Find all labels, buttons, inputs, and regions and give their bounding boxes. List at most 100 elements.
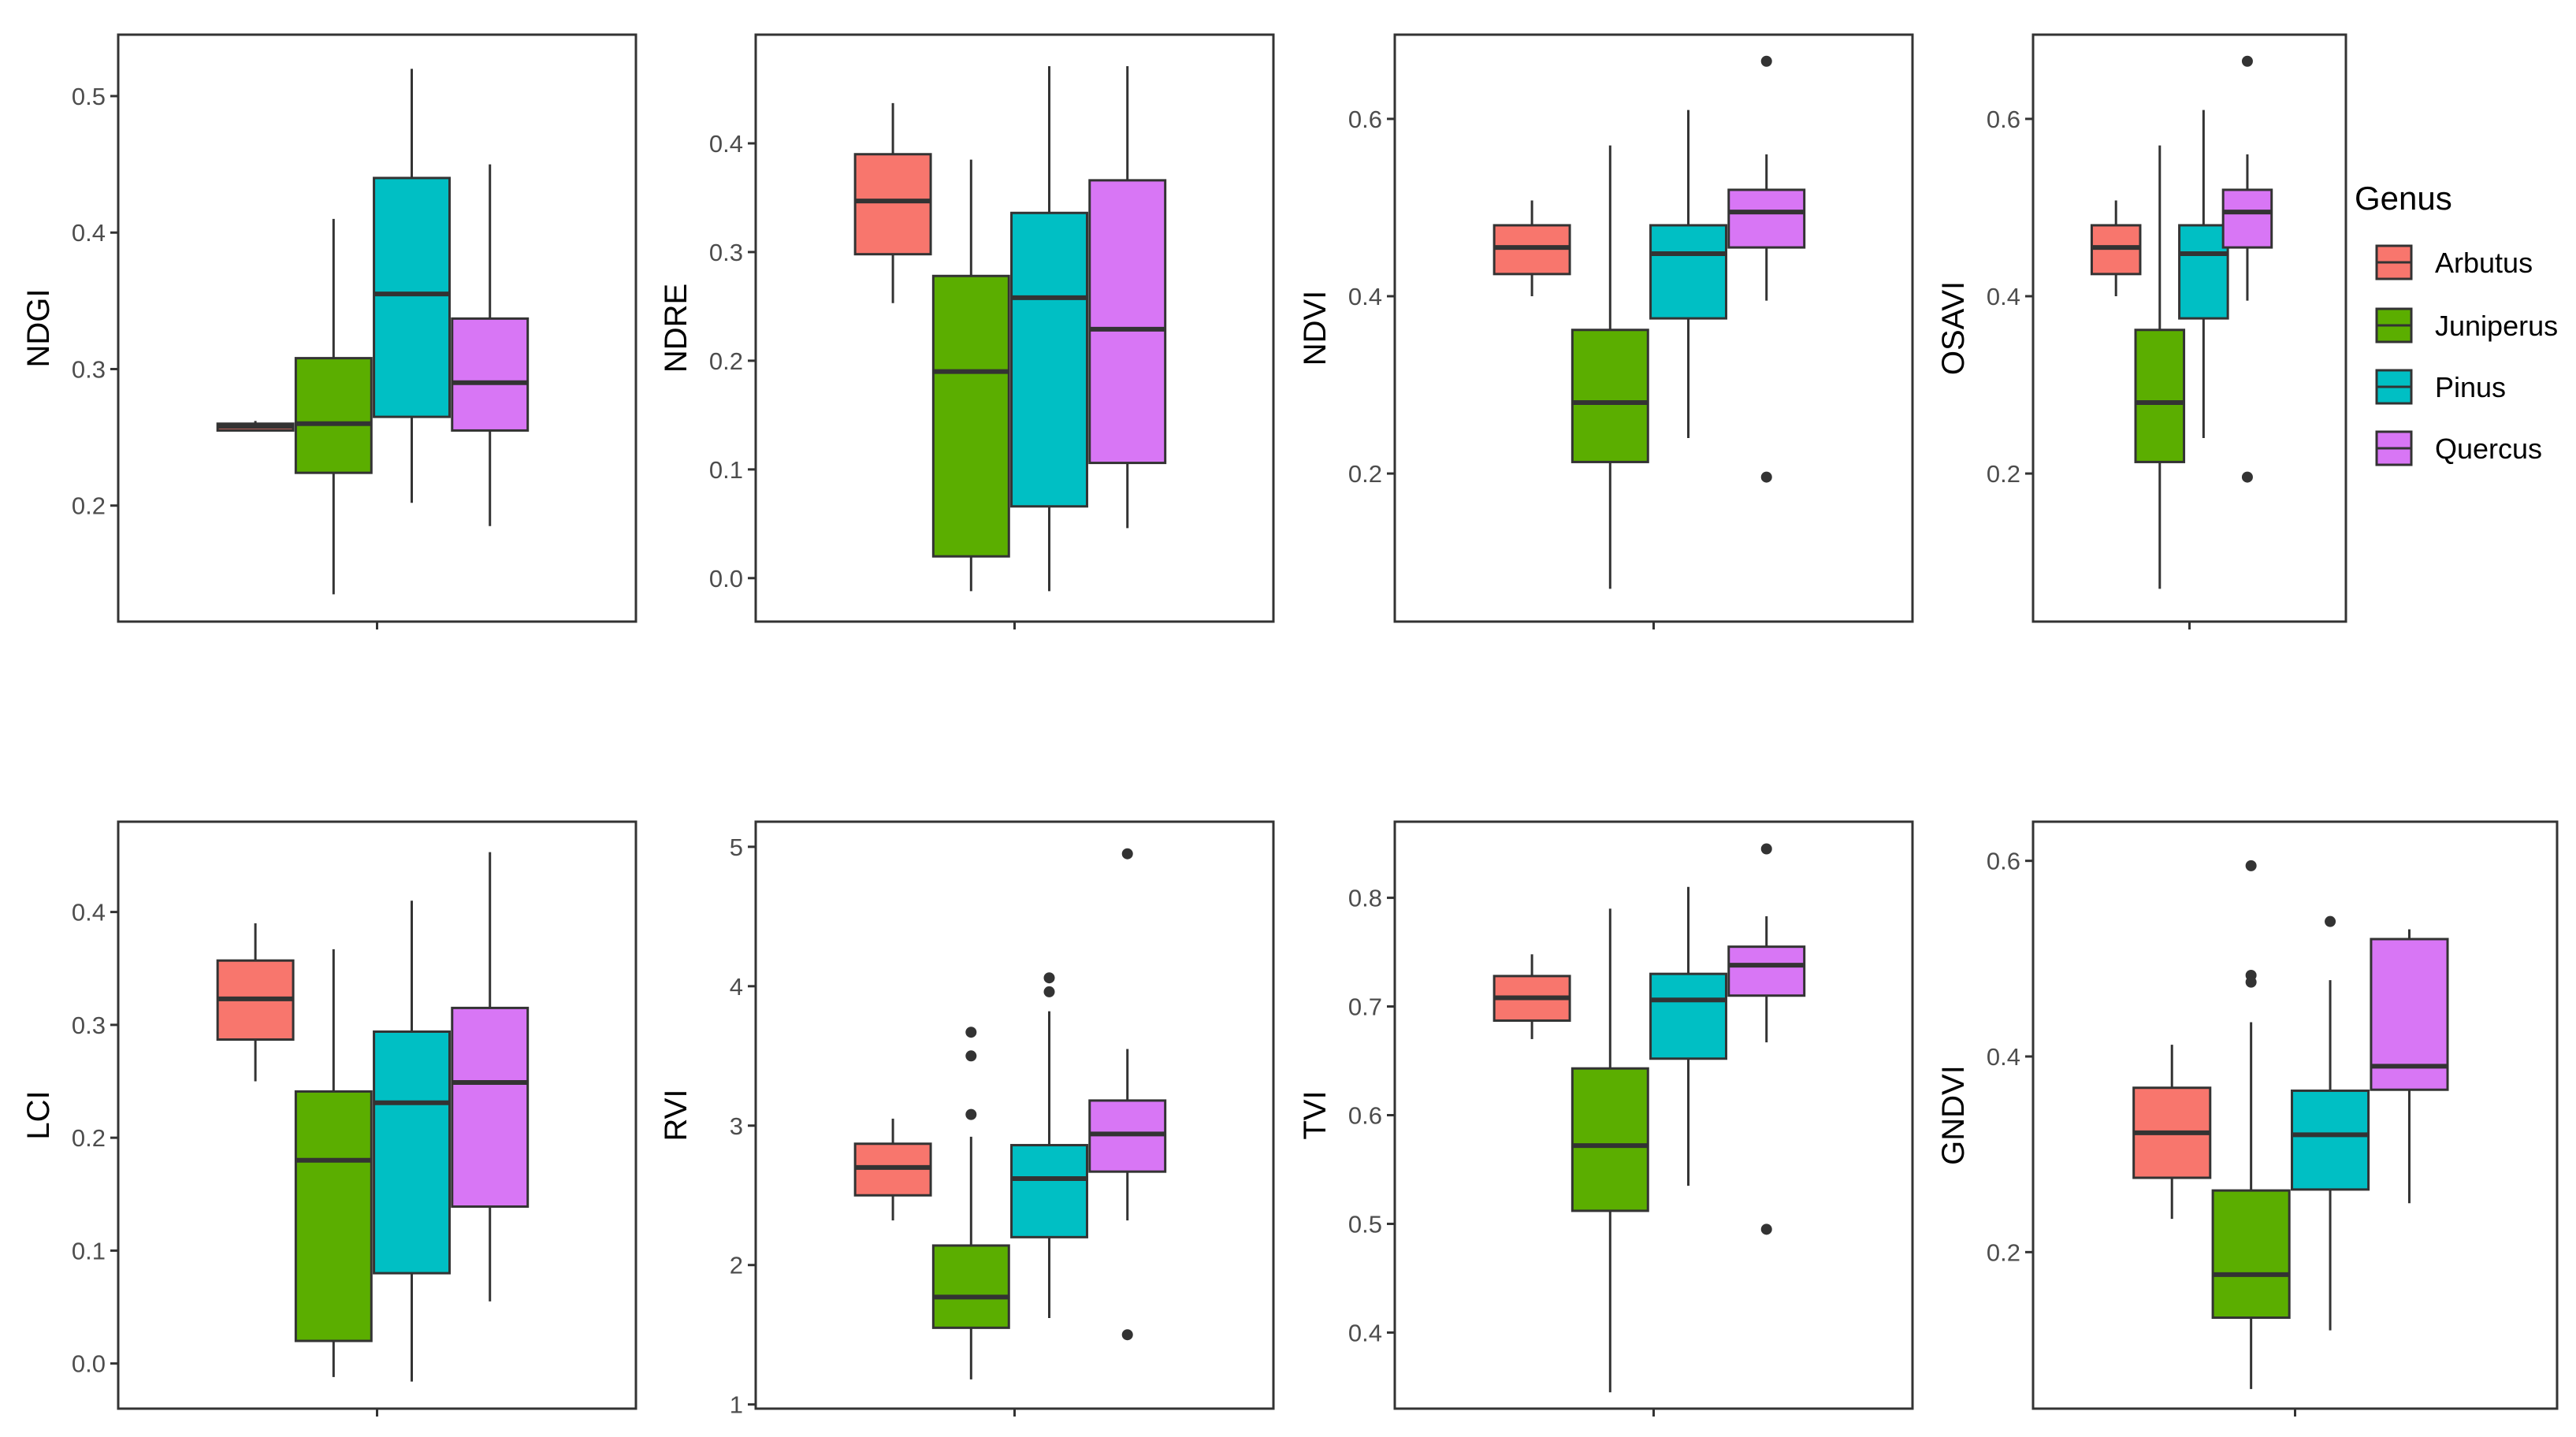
outlier-point	[2241, 471, 2253, 483]
box-ndgi-arbutus	[216, 421, 295, 432]
box-body	[2211, 1189, 2291, 1320]
box-tvi-quercus	[1727, 843, 1806, 1235]
box-osavi-arbutus	[2090, 200, 2142, 296]
outlier-point	[965, 1027, 977, 1038]
outlier-point	[1760, 1223, 1772, 1235]
y-axis-title-lci: LCI	[21, 1090, 56, 1139]
y-tick-label-tvi: 0.8	[1348, 885, 1382, 912]
box-ndgi-juniperus	[294, 218, 373, 595]
y-tick-label-ndvi: 0.6	[1348, 106, 1382, 133]
outlier-point	[965, 1108, 977, 1120]
box-body	[451, 317, 530, 432]
box-tvi-pinus	[1649, 886, 1727, 1186]
box-lci-quercus	[451, 852, 530, 1301]
y-tick-label-ndgi: 0.4	[72, 219, 106, 247]
y-tick-label-lci: 0.0	[72, 1350, 106, 1378]
box-body	[373, 176, 451, 418]
box-rvi-quercus	[1088, 848, 1167, 1341]
box-ndre-quercus	[1088, 66, 1167, 529]
panel-gndvi: 0.2 0.4 0.6 GNDVI	[1936, 820, 2559, 1417]
panels-layer: 0.20.30.40.5NDGI0.00.10.20.30.4NDRE0.20.…	[21, 33, 2559, 1419]
y-tick-label-lci: 0.1	[72, 1237, 106, 1264]
legend-label-juniperus: Juniperus	[2435, 310, 2558, 342]
y-tick-label-osavi: 0.2	[1987, 460, 2020, 488]
y-axis-title-gndvi: GNDVI	[1936, 1065, 1971, 1165]
y-tick-label-gndvi: 0.6	[1987, 848, 2020, 875]
box-body	[294, 1090, 373, 1342]
y-tick-label-osavi: 0.6	[1987, 106, 2020, 133]
legend-item-pinus: Pinus	[2375, 369, 2506, 405]
box-ndre-arbutus	[853, 102, 932, 303]
box-body	[1571, 1067, 1649, 1212]
box-lci-arbutus	[216, 923, 295, 1082]
box-rvi-juniperus	[931, 1027, 1010, 1379]
box-body	[1649, 972, 1727, 1060]
panel-ndgi: 0.2 0.3 0.4 0.5 NDGI	[21, 33, 637, 629]
box-osavi-juniperus	[2134, 145, 2186, 589]
box-body	[1727, 188, 1806, 249]
box-body	[931, 1244, 1010, 1329]
outlier-point	[965, 1050, 977, 1062]
outlier-point	[1043, 972, 1055, 984]
box-body	[1649, 224, 1727, 320]
box-ndvi-quercus	[1727, 55, 1806, 483]
box-ndre-pinus	[1010, 66, 1088, 592]
outlier-point	[1760, 843, 1772, 855]
outlier-point	[1121, 1329, 1133, 1341]
y-tick-label-rvi: 1	[730, 1391, 743, 1419]
panel-frame-ndvi	[1393, 33, 1914, 623]
box-body	[931, 274, 1010, 558]
box-gndvi-juniperus	[2211, 860, 2291, 1390]
box-gndvi-arbutus	[2132, 1045, 2212, 1220]
box-tvi-arbutus	[1492, 954, 1571, 1039]
panel-ndre: 0.0 0.1 0.2 0.3 0.4 NDRE	[659, 33, 1275, 629]
outlier-point	[2245, 976, 2257, 988]
box-body	[1088, 179, 1167, 465]
outlier-point	[2241, 55, 2253, 67]
y-tick-label-ndre: 0.3	[709, 239, 743, 266]
box-lci-pinus	[373, 900, 451, 1382]
y-tick-label-rvi: 3	[730, 1112, 743, 1140]
y-tick-label-osavi: 0.4	[1987, 283, 2020, 310]
box-body	[373, 1030, 451, 1275]
box-lci-juniperus	[294, 949, 373, 1377]
panel-frame-osavi	[2031, 33, 2347, 623]
panel-frame-rvi	[754, 820, 1275, 1410]
legend-label-quercus: Quercus	[2435, 433, 2542, 465]
box-gndvi-quercus	[2370, 929, 2449, 1204]
outlier-point	[1121, 848, 1133, 860]
y-tick-label-gndvi: 0.2	[1987, 1238, 2020, 1266]
y-tick-label-rvi: 2	[730, 1252, 743, 1279]
panel-tvi: 0.4 0.5 0.6 0.7 0.8 TVI	[1298, 820, 1914, 1417]
panel-rvi: 1 2 3 4 5 RVI	[659, 820, 1275, 1419]
y-tick-label-ndre: 0.4	[709, 130, 743, 158]
legend-item-juniperus: Juniperus	[2375, 307, 2558, 343]
y-tick-label-ndvi: 0.4	[1348, 283, 1382, 310]
panel-lci: 0.0 0.1 0.2 0.3 0.4 LCI	[21, 820, 637, 1417]
legend-item-arbutus: Arbutus	[2375, 244, 2533, 280]
box-body	[1010, 211, 1088, 508]
box-ndvi-arbutus	[1492, 200, 1571, 296]
outlier-point	[2245, 860, 2257, 871]
y-tick-label-tvi: 0.6	[1348, 1102, 1382, 1130]
box-tvi-juniperus	[1571, 908, 1649, 1393]
legend-label-arbutus: Arbutus	[2435, 247, 2533, 279]
y-axis-title-osavi: OSAVI	[1936, 281, 1971, 375]
box-body	[2178, 224, 2229, 320]
y-axis-title-tvi: TVI	[1298, 1090, 1333, 1139]
y-axis-title-ndre: NDRE	[659, 284, 693, 373]
panel-ndvi: 0.2 0.4 0.6 NDVI	[1298, 33, 1914, 629]
y-tick-label-ndgi: 0.3	[72, 355, 106, 383]
box-rvi-arbutus	[853, 1118, 932, 1221]
box-body	[451, 1006, 530, 1209]
box-osavi-pinus	[2178, 110, 2229, 439]
y-tick-label-rvi: 5	[730, 834, 743, 861]
outlier-point	[2325, 915, 2336, 927]
y-tick-label-rvi: 4	[730, 973, 743, 1001]
box-ndre-juniperus	[931, 159, 1010, 592]
panel-frame-tvi	[1393, 820, 1914, 1410]
outlier-point	[1760, 471, 1772, 483]
y-tick-label-lci: 0.4	[72, 899, 106, 926]
legend-label-pinus: Pinus	[2435, 371, 2506, 403]
